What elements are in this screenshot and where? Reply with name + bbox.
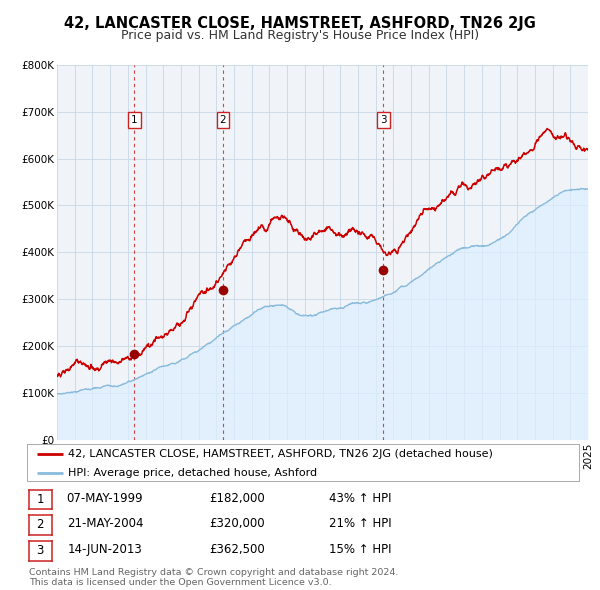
Text: 43% ↑ HPI: 43% ↑ HPI: [329, 492, 391, 505]
Text: £320,000: £320,000: [209, 517, 265, 530]
Text: 14-JUN-2013: 14-JUN-2013: [68, 543, 142, 556]
Text: 3: 3: [37, 544, 44, 558]
Text: HPI: Average price, detached house, Ashford: HPI: Average price, detached house, Ashf…: [68, 468, 317, 478]
Text: Price paid vs. HM Land Registry's House Price Index (HPI): Price paid vs. HM Land Registry's House …: [121, 29, 479, 42]
Text: 3: 3: [380, 114, 387, 124]
Text: 15% ↑ HPI: 15% ↑ HPI: [329, 543, 391, 556]
Text: £362,500: £362,500: [209, 543, 265, 556]
Text: 42, LANCASTER CLOSE, HAMSTREET, ASHFORD, TN26 2JG: 42, LANCASTER CLOSE, HAMSTREET, ASHFORD,…: [64, 16, 536, 31]
Text: 07-MAY-1999: 07-MAY-1999: [67, 492, 143, 505]
Text: Contains HM Land Registry data © Crown copyright and database right 2024.
This d: Contains HM Land Registry data © Crown c…: [29, 568, 398, 587]
Text: 2: 2: [220, 114, 226, 124]
Text: 1: 1: [131, 114, 137, 124]
Text: 1: 1: [37, 493, 44, 506]
Text: 42, LANCASTER CLOSE, HAMSTREET, ASHFORD, TN26 2JG (detached house): 42, LANCASTER CLOSE, HAMSTREET, ASHFORD,…: [68, 449, 493, 459]
Text: 21% ↑ HPI: 21% ↑ HPI: [329, 517, 391, 530]
Text: £182,000: £182,000: [209, 492, 265, 505]
Text: 2: 2: [37, 518, 44, 532]
Text: 21-MAY-2004: 21-MAY-2004: [67, 517, 143, 530]
